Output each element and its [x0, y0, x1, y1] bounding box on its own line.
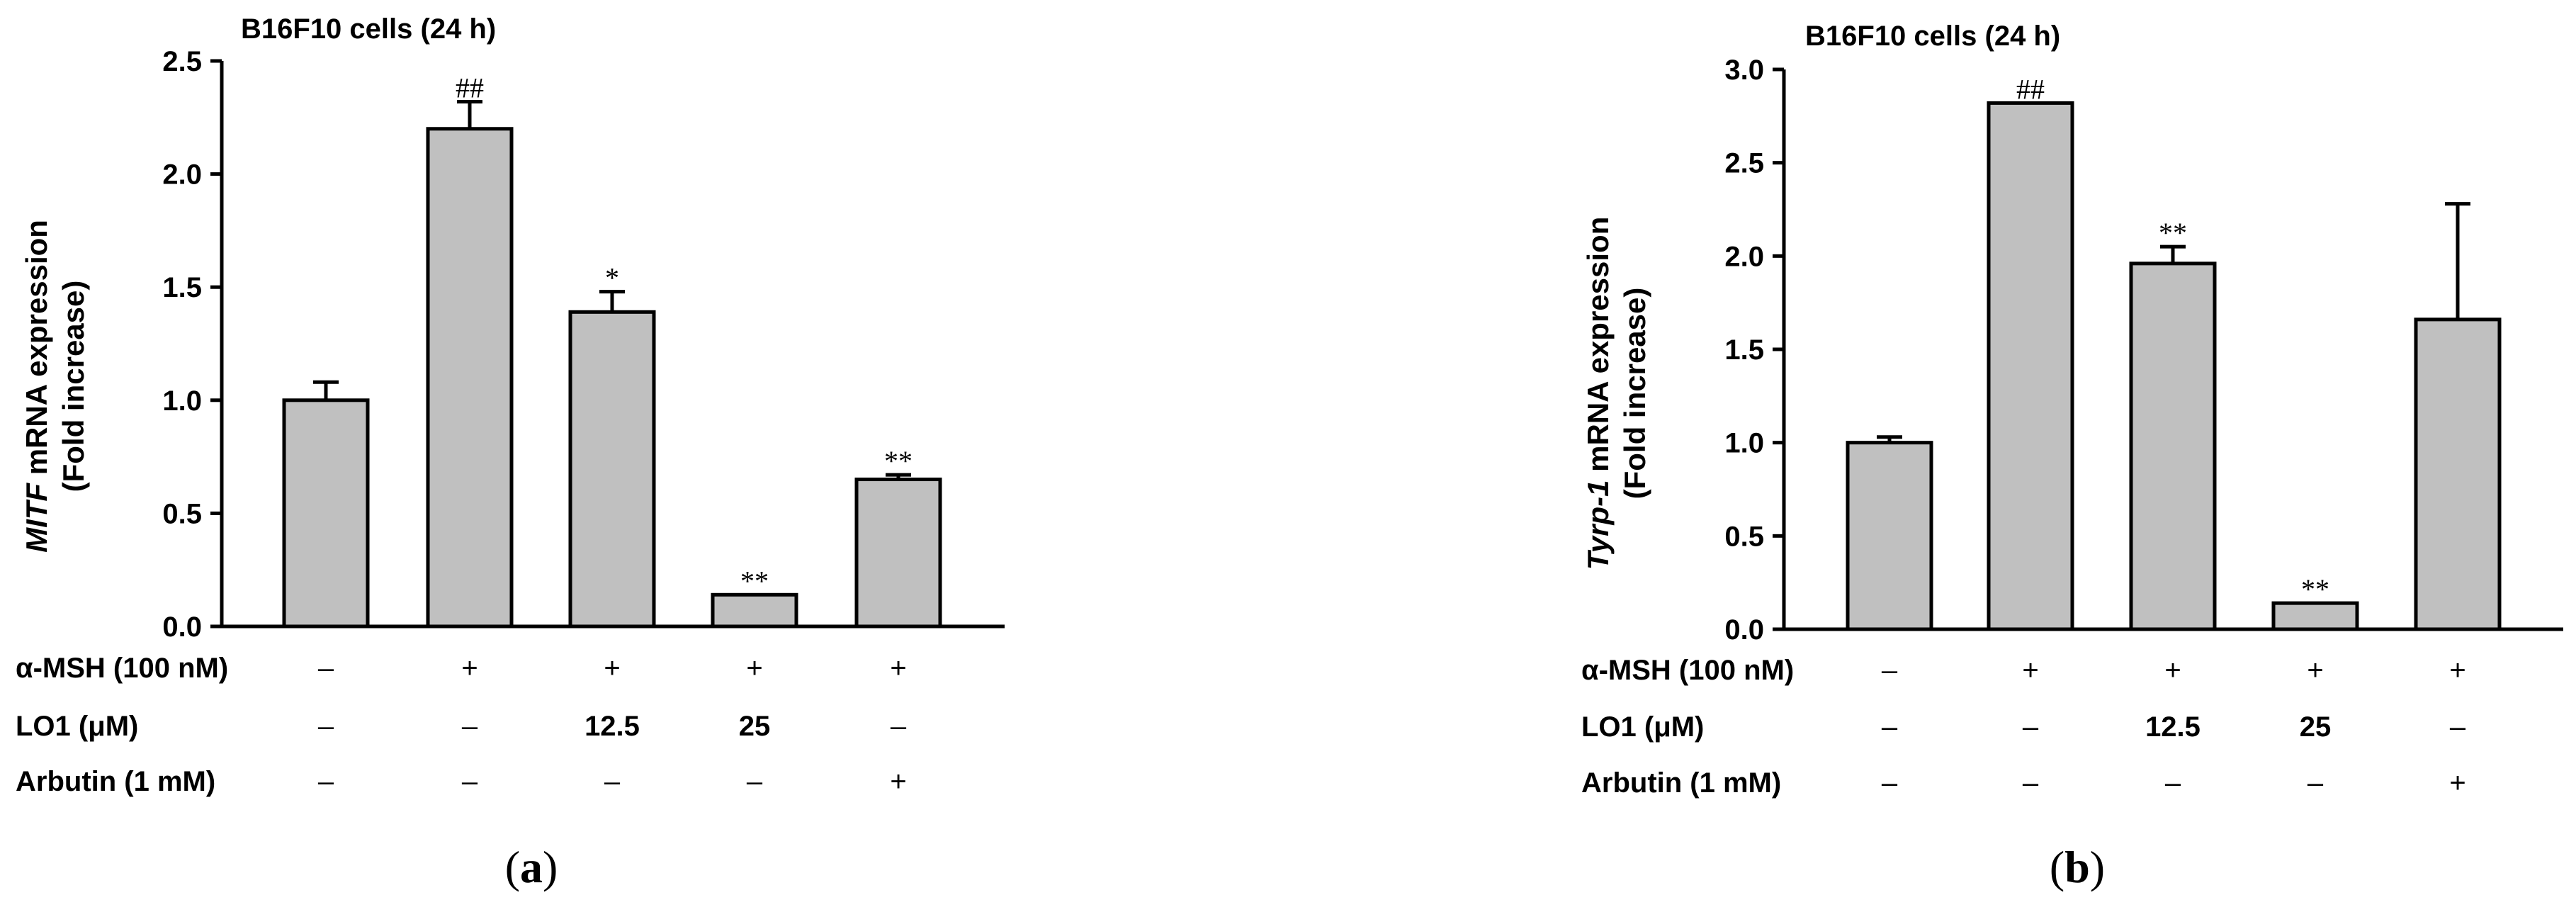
bar	[2129, 261, 2217, 631]
y-axis-label-line2: (Fold increase)	[1618, 288, 1651, 500]
y-axis-label-gene: MITF	[20, 483, 53, 553]
significance-label: *	[605, 262, 619, 294]
panel-letter: a	[520, 842, 543, 892]
treatment-cell: +	[2449, 655, 2465, 686]
treatment-row-label: Arbutin (1 mM)	[16, 766, 215, 797]
chart-title: B16F10 cells (24 h)	[1805, 21, 2060, 52]
bar	[426, 127, 514, 629]
panel-a-chart: B16F10 cells (24 h) MITF mRNA expression…	[16, 13, 1005, 892]
bar	[1846, 441, 1933, 631]
y-axis-label: Tyrp-1 mRNA expression	[1581, 217, 1615, 570]
significance-label: ##	[2016, 73, 2045, 105]
treatment-cell: –	[1882, 655, 1898, 686]
panel-label: (b)	[2050, 842, 2105, 892]
treatment-cell: –	[2023, 767, 2039, 799]
treatment-cell: 25	[2300, 711, 2332, 743]
y-tick-label: 0.0	[162, 612, 202, 643]
significance-label: **	[2301, 573, 2329, 605]
treatment-row-label: LO1 (μM)	[16, 711, 138, 742]
bar	[2271, 601, 2359, 631]
plot-area: ## ** **	[1846, 73, 2502, 631]
treatment-cell: –	[604, 766, 621, 797]
bar	[568, 310, 656, 629]
treatment-cell: +	[461, 653, 478, 684]
y-axis-label-gene: Tyrp-1	[1581, 480, 1615, 570]
treatment-cell: –	[891, 711, 907, 742]
treatment-row-label: α-MSH (100 nM)	[16, 653, 228, 684]
y-tick-label: 1.0	[162, 385, 202, 417]
treatment-table: α-MSH (100 nM) – + + + + LO1 (μM) – – 12.5 25 – Arbu…	[16, 653, 907, 797]
treatment-row-label: α-MSH (100 nM)	[1581, 655, 1794, 686]
treatment-cell: +	[890, 766, 906, 797]
treatment-table: α-MSH (100 nM) – + + + + LO1 (μM) – – 12.5 25 – Arbu…	[1581, 655, 2466, 799]
treatment-cell: +	[2307, 655, 2323, 686]
y-tick-label: 2.5	[1724, 148, 1764, 179]
bar	[2414, 317, 2502, 631]
treatment-cell: +	[604, 653, 620, 684]
treatment-cell: –	[747, 766, 763, 797]
panel-label: (a)	[505, 842, 558, 892]
y-tick-label: 0.5	[1724, 521, 1764, 552]
significance-label: ##	[456, 72, 484, 103]
y-tick-label: 0.0	[1724, 614, 1764, 646]
treatment-cell: +	[890, 653, 906, 684]
treatment-cell: –	[2165, 767, 2181, 799]
treatment-cell: –	[2307, 767, 2324, 799]
y-axis-label: MITF mRNA expression	[20, 220, 53, 553]
y-ticks: 0.0 0.5 1.0 1.5 2.0 2.5	[162, 46, 1005, 643]
significance-label: **	[2159, 217, 2187, 249]
y-tick-label: 1.5	[162, 272, 202, 303]
treatment-cell: +	[2449, 767, 2465, 799]
treatment-row-label: Arbutin (1 mM)	[1581, 767, 1781, 799]
significance-label: **	[884, 445, 913, 477]
treatment-cell: +	[746, 653, 762, 684]
y-tick-label: 2.0	[162, 159, 202, 191]
chart-title: B16F10 cells (24 h)	[241, 13, 496, 45]
treatment-row-label: LO1 (μM)	[1581, 711, 1704, 743]
significance-label: **	[740, 565, 769, 597]
treatment-cell: 25	[739, 711, 771, 742]
y-tick-label: 2.5	[162, 46, 202, 77]
y-ticks: 0.0 0.5 1.0 1.5 2.0 2.5 3.0	[1724, 55, 2563, 646]
treatment-cell: –	[2450, 711, 2466, 743]
bar	[1987, 101, 2074, 631]
treatment-cell: +	[2164, 655, 2181, 686]
panel-letter: b	[2064, 842, 2090, 892]
treatment-cell: –	[318, 711, 334, 742]
y-tick-label: 2.0	[1724, 241, 1764, 272]
y-axis-label-text: mRNA expression	[1581, 217, 1615, 480]
treatment-cell: –	[318, 653, 334, 684]
treatment-cell: –	[318, 766, 334, 797]
y-tick-label: 3.0	[1724, 55, 1764, 86]
treatment-cell: –	[2023, 711, 2039, 743]
plot-area: ##*****	[282, 72, 942, 629]
treatment-cell: –	[462, 711, 478, 742]
bar	[711, 592, 798, 629]
y-tick-label: 1.5	[1724, 334, 1764, 366]
bar	[854, 478, 942, 629]
treatment-cell: –	[1882, 767, 1898, 799]
treatment-cell: +	[2022, 655, 2038, 686]
y-tick-label: 1.0	[1724, 428, 1764, 459]
y-axis-label-text: mRNA expression	[20, 220, 53, 483]
panel-b-chart: B16F10 cells (24 h) Tyrp-1 mRNA expressi…	[1581, 21, 2563, 892]
bar	[282, 398, 370, 629]
y-axis-label-line2: (Fold increase)	[57, 281, 90, 492]
y-tick-label: 0.5	[162, 498, 202, 529]
treatment-cell: –	[1882, 711, 1898, 743]
treatment-cell: –	[462, 766, 478, 797]
treatment-cell: 12.5	[584, 711, 640, 742]
treatment-cell: 12.5	[2145, 711, 2201, 743]
